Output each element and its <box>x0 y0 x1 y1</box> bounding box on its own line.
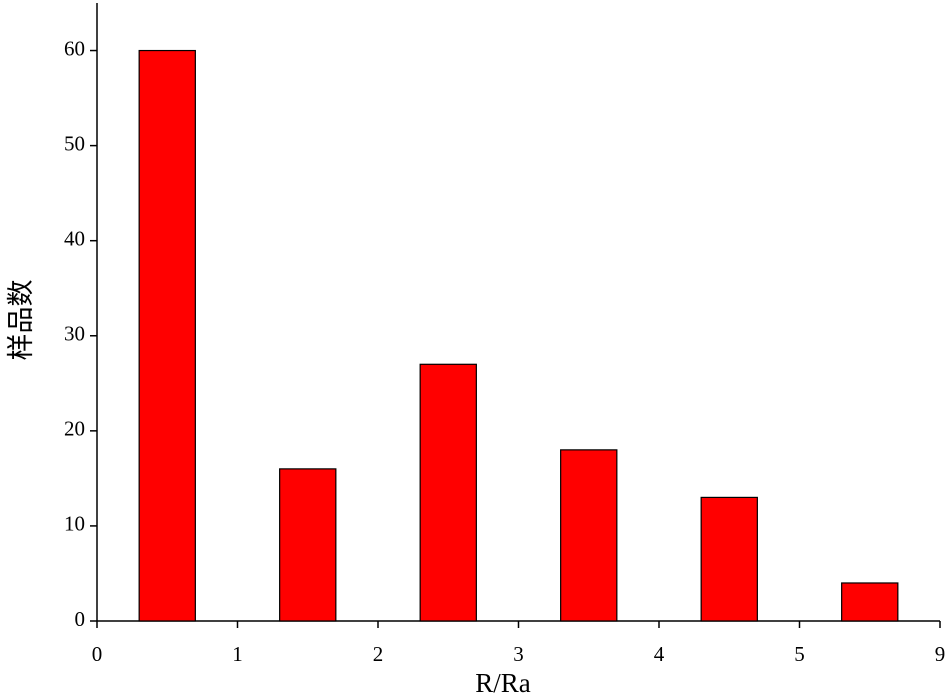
bar <box>841 582 899 622</box>
y-tick-label: 30 <box>64 322 85 346</box>
x-axis-label: R/Ra <box>475 668 531 698</box>
x-tick-label: 3 <box>513 642 524 666</box>
y-tick-label: 50 <box>64 131 85 155</box>
bar <box>560 449 618 622</box>
x-tick-label: 2 <box>373 642 384 666</box>
y-tick-label: 0 <box>75 607 86 631</box>
x-tick-label: 9 <box>935 642 945 666</box>
y-tick-label: 20 <box>64 417 85 441</box>
y-tick-label: 10 <box>64 512 85 536</box>
y-axis-label: 样品数 <box>6 280 36 361</box>
bar <box>419 363 477 622</box>
y-tick-label: 60 <box>64 36 85 60</box>
x-tick-label: 0 <box>92 642 103 666</box>
bar <box>138 49 196 622</box>
x-tick-label: 5 <box>794 642 805 666</box>
bar <box>279 468 337 622</box>
x-tick-label: 4 <box>654 642 665 666</box>
x-tick-label: 1 <box>232 642 243 666</box>
y-tick-label: 40 <box>64 227 85 251</box>
bar <box>700 496 758 622</box>
